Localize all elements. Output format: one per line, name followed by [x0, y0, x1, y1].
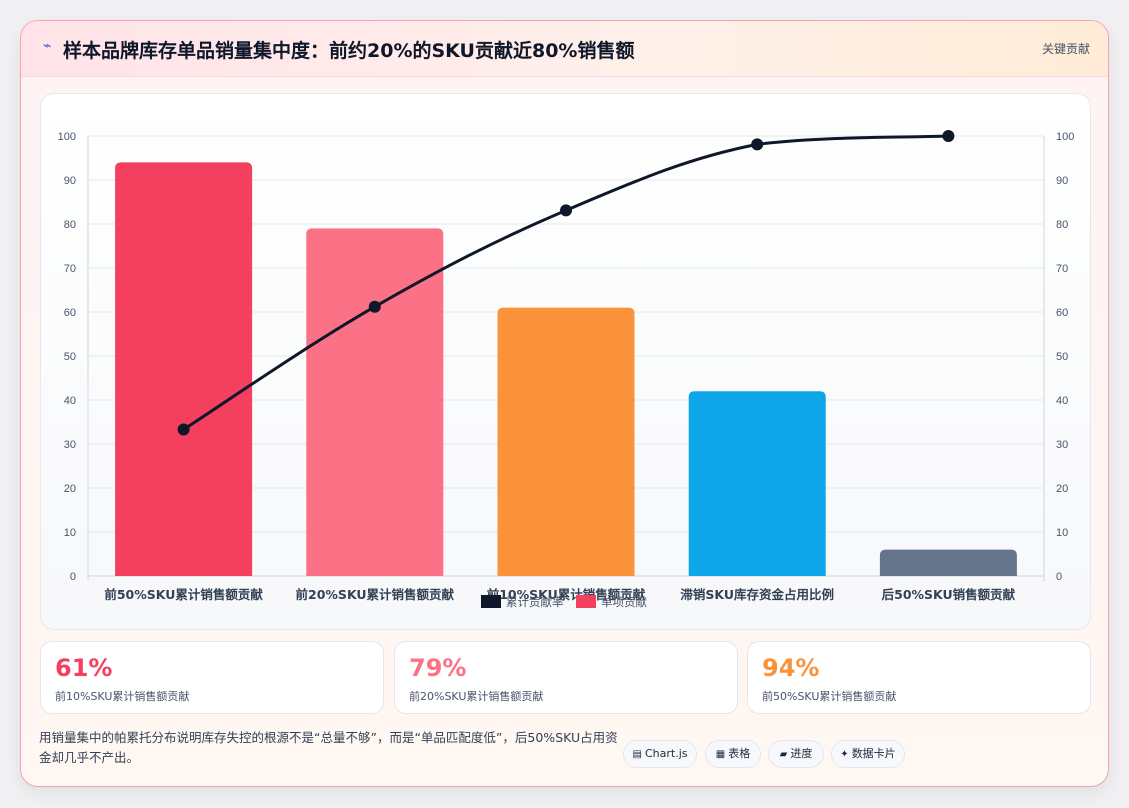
- sparkle-icon: ✦: [840, 749, 849, 760]
- y-tick-label-left: 100: [58, 131, 76, 143]
- footer-description: 用销量集中的帕累托分布说明库存失控的根源不是“总量不够”，而是“单品匹配度低”，…: [39, 730, 618, 765]
- pill-label: 进度: [790, 747, 813, 760]
- x-tick-label: 前20%SKU累计销售额贡献: [296, 587, 455, 602]
- cumulative-point: [942, 130, 955, 142]
- bar: [497, 307, 635, 576]
- x-tick-label: 前10%SKU累计销售额贡献: [487, 587, 646, 602]
- cumulative-point: [751, 138, 764, 151]
- y-tick-label-left: 10: [64, 527, 76, 539]
- legend-label-cumulative: 累计贡献率: [506, 595, 564, 609]
- chartjs-tag[interactable]: ▤ Chart.js: [623, 740, 697, 768]
- x-tick-label: 后50%SKU销售额贡献: [882, 587, 1016, 602]
- y-tick-label-left: 80: [64, 219, 76, 231]
- progress-tag[interactable]: ▰ 进度: [768, 740, 824, 768]
- cumulative-point: [177, 423, 190, 436]
- x-tick-label: 前50%SKU累计销售额贡献: [104, 587, 263, 602]
- kpi-card-top20: 79% 前20%SKU累计销售额贡献: [394, 641, 738, 714]
- kpi-value: 61%: [55, 654, 113, 682]
- bar: [688, 391, 826, 576]
- kpi-label: 前50%SKU累计销售额贡献: [762, 690, 897, 703]
- y-tick-label-left: 50: [64, 351, 76, 363]
- kpi-value: 94%: [762, 654, 820, 682]
- pill-label: 表格: [728, 747, 751, 760]
- y-tick-label-right: 30: [1056, 439, 1068, 451]
- kpi-card-top50: 94% 前50%SKU累计销售额贡献: [747, 641, 1091, 714]
- pill-label: 数据卡片: [851, 747, 896, 760]
- cumulative-point: [560, 204, 572, 217]
- key-contribution-badge: 关键贡献: [1041, 42, 1090, 56]
- y-tick-label-left: 90: [64, 175, 76, 187]
- kpi-label: 前10%SKU累计销售额贡献: [55, 690, 190, 703]
- kpi-label: 前20%SKU累计销售额贡献: [409, 690, 544, 703]
- bar: [115, 162, 253, 576]
- cumulative-point: [368, 300, 381, 313]
- kpi-card-top10: 61% 前10%SKU累计销售额贡献: [40, 641, 384, 714]
- table-tag[interactable]: ▦ 表格: [705, 740, 761, 768]
- y-tick-label-left: 30: [64, 439, 76, 451]
- y-tick-label-left: 70: [64, 263, 76, 275]
- y-tick-label-left: 60: [64, 307, 76, 319]
- y-tick-label-right: 100: [1056, 131, 1074, 143]
- y-tick-label-right: 20: [1056, 483, 1068, 495]
- legend-label-single: 单项贡献: [601, 595, 647, 609]
- y-tick-label-right: 0: [1056, 571, 1062, 583]
- bolt-icon: ⌁: [43, 38, 52, 54]
- y-tick-label-left: 20: [64, 483, 76, 495]
- pareto-chart: 0 0 10 10 20 20 30 30 40 40 50 50 60 60 70 70 80 80 90 90 10…: [58, 130, 1074, 609]
- card-header: ⌁ 样本品牌库存单品销量集中度：前约20%的SKU贡献近80%销售额 关键贡献: [21, 21, 1108, 77]
- chart-panel: 0 0 10 10 20 20 30 30 40 40 50 50 60 60 70 70 80 80 90 90 10…: [40, 93, 1091, 630]
- pill-label: Chart.js: [644, 747, 688, 760]
- y-tick-label-left: 0: [70, 571, 76, 583]
- bar: [306, 228, 444, 576]
- y-tick-label-right: 10: [1056, 527, 1068, 539]
- legend-swatch-single: [576, 595, 596, 608]
- progress-icon: ▰: [779, 749, 788, 760]
- chart-title: 样本品牌库存单品销量集中度：前约20%的SKU贡献近80%销售额: [63, 40, 635, 62]
- legend-swatch-cumulative: [481, 595, 501, 608]
- y-tick-label-right: 80: [1056, 219, 1068, 231]
- data-card-tag[interactable]: ✦ 数据卡片: [831, 740, 905, 768]
- y-tick-label-right: 60: [1056, 307, 1068, 319]
- table-icon: ▦: [715, 749, 726, 760]
- report-card: ⌁ 样本品牌库存单品销量集中度：前约20%的SKU贡献近80%销售额 关键贡献 …: [20, 20, 1109, 787]
- chart-icon: ▤: [632, 749, 642, 760]
- y-tick-label-right: 70: [1056, 263, 1068, 275]
- bar: [879, 549, 1017, 576]
- y-tick-label-left: 40: [64, 395, 76, 407]
- y-tick-label-right: 50: [1056, 351, 1068, 363]
- y-tick-label-right: 90: [1056, 175, 1068, 187]
- x-tick-label: 滞销SKU库存资金占用比例: [680, 587, 834, 602]
- kpi-value: 79%: [409, 654, 467, 682]
- y-tick-label-right: 40: [1056, 395, 1068, 407]
